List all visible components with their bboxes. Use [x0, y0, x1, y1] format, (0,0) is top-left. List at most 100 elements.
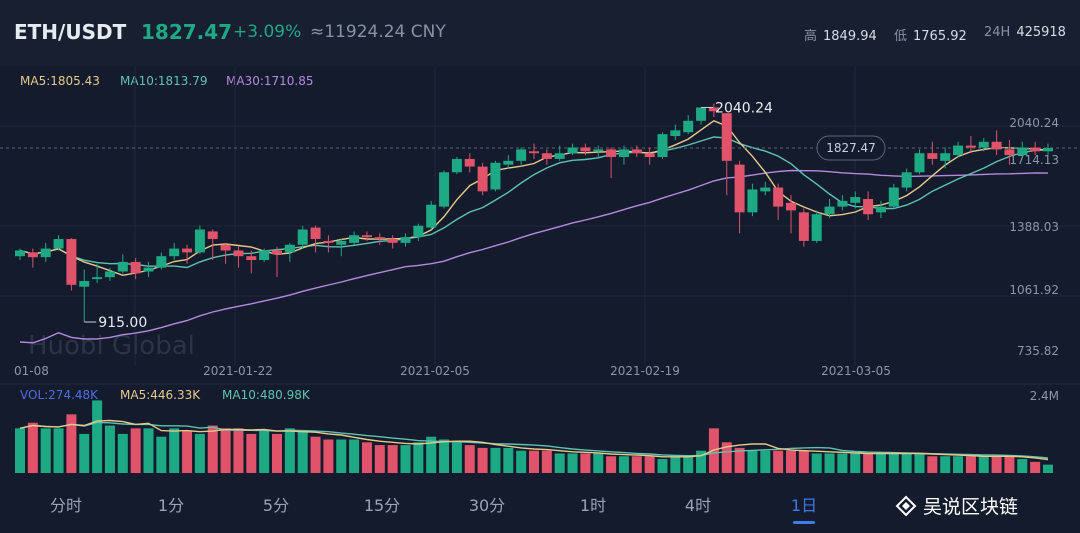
- candle-body: [734, 164, 745, 213]
- high-label: 高: [804, 29, 818, 44]
- tab-6[interactable]: 4时: [684, 496, 712, 515]
- volume-bar: [104, 425, 115, 473]
- candle-body: [593, 149, 604, 152]
- tab-2[interactable]: 5分: [262, 496, 290, 515]
- candlestick-chart[interactable]: Huobi Global 2040.24 1388.03 1061.92 735.82 0…: [0, 66, 1080, 480]
- volume-bar: [696, 450, 707, 473]
- x-tick-label: 2021-01-22: [203, 364, 273, 378]
- volume-bar: [965, 456, 976, 473]
- volume-bar: [1004, 456, 1015, 473]
- candle-body: [40, 248, 51, 258]
- candle-body: [721, 113, 732, 161]
- candle-body: [580, 147, 591, 152]
- candle-body: [1043, 148, 1053, 152]
- candle-body: [477, 166, 488, 192]
- pair-title[interactable]: ETH/USDT: [14, 20, 127, 44]
- volume-bar: [593, 453, 604, 473]
- volume-bar: [349, 439, 360, 473]
- volume-bar: [850, 453, 861, 473]
- candle-body: [169, 248, 180, 257]
- candle-body: [1004, 149, 1015, 156]
- volume-bar: [773, 450, 784, 473]
- x-tick-label: 2021-02-19: [610, 364, 680, 378]
- volume-bar: [798, 450, 809, 473]
- candle-body: [426, 204, 437, 228]
- candle-body: [811, 214, 822, 241]
- ma30-legend: MA30:1710.85: [226, 74, 314, 88]
- candle-body: [284, 244, 295, 253]
- candle-body: [644, 153, 655, 158]
- candle-body: [953, 145, 964, 156]
- volume-bar: [79, 433, 90, 473]
- tab-5[interactable]: 1时: [579, 496, 607, 515]
- volume-bar: [567, 453, 578, 473]
- volume-bar: [760, 450, 771, 473]
- volume-bar: [529, 450, 539, 473]
- candle-body: [683, 120, 694, 133]
- tab-7[interactable]: 1日: [790, 496, 818, 515]
- volume-bar: [27, 422, 38, 473]
- volume-bar: [940, 456, 951, 473]
- volume-tick-label: 2.4M: [1030, 389, 1059, 403]
- candle-body: [117, 261, 128, 272]
- volume-bar: [1030, 461, 1041, 473]
- ma5-legend: MA5:1805.43: [20, 74, 100, 88]
- tab-0[interactable]: 分时: [49, 496, 83, 515]
- volume-bar: [336, 439, 347, 473]
- candle-body: [374, 237, 385, 240]
- volume-bar: [220, 428, 231, 473]
- candle-body: [786, 202, 796, 211]
- candle-body: [978, 141, 989, 148]
- candle-body: [850, 197, 861, 203]
- volume-bar: [361, 442, 372, 473]
- candle-body: [747, 189, 758, 213]
- candle-body: [606, 149, 617, 158]
- volume-bar: [721, 442, 732, 473]
- candle-body: [991, 141, 1002, 150]
- candle-body: [798, 212, 809, 241]
- tab-1[interactable]: 1分: [157, 496, 185, 515]
- tab-4[interactable]: 30分: [468, 496, 506, 515]
- candle-body: [760, 187, 771, 192]
- volume-bar: [426, 436, 437, 473]
- high-stat: 高 1849.94: [804, 25, 877, 44]
- candle-body: [516, 149, 527, 161]
- volume-bar: [207, 425, 218, 473]
- candle-body: [259, 250, 270, 261]
- candle-body: [79, 280, 90, 287]
- volume-bar: [953, 456, 964, 473]
- interval-tabs: 分时1分5分15分30分1时4时1日周月: [0, 480, 1080, 533]
- volume-bar: [284, 428, 295, 473]
- volume-bar: [130, 428, 141, 473]
- candle-body: [529, 151, 539, 154]
- candle-body: [297, 229, 308, 245]
- author-watermark: 吴说区块链: [895, 492, 1018, 519]
- volume-value: 425918: [1016, 25, 1066, 40]
- low-stat: 低 1765.92: [894, 25, 967, 44]
- volume-bar: [747, 450, 758, 473]
- volume-bar: [1017, 459, 1028, 473]
- candle-body: [272, 250, 282, 255]
- candle-body: [901, 172, 912, 188]
- volume-bar: [914, 453, 925, 473]
- volume-bar: [927, 456, 938, 473]
- volume-bar: [310, 436, 321, 473]
- candle-body: [182, 248, 193, 253]
- current-price-tick: 1714.13: [1009, 153, 1059, 167]
- volume-bar: [1043, 464, 1053, 473]
- candle-body: [156, 256, 167, 268]
- candle-body: [875, 206, 886, 213]
- candle-body: [567, 147, 578, 154]
- tab-3[interactable]: 15分: [363, 496, 401, 515]
- volume-bar: [875, 453, 886, 473]
- candle-body: [387, 239, 398, 243]
- candle-body: [233, 250, 244, 257]
- volume-bar: [991, 456, 1002, 473]
- volume-bar: [606, 456, 617, 473]
- volume-bar: [786, 450, 796, 473]
- volume-bar: [811, 453, 822, 473]
- volume-ma10-line: [19, 421, 1049, 459]
- ma30-line: [19, 169, 1049, 344]
- active-tab-underline: [793, 521, 815, 524]
